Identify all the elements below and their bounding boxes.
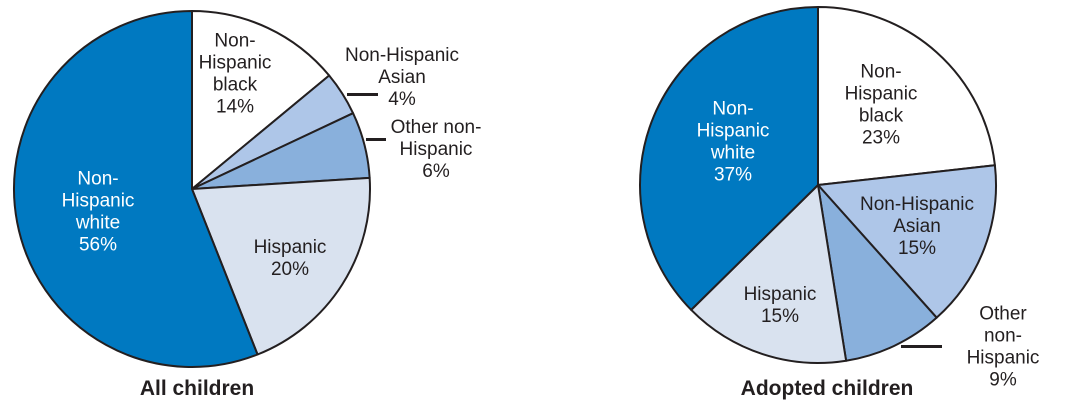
pie-slice-non-hispanic-white <box>13 10 259 368</box>
slice-label-all-hispanic: Hispanic 20% <box>253 237 327 280</box>
slice-label-adopted-nh-black: Non- Hispanic black 23% <box>844 61 918 148</box>
slice-label-all-nh-black: Non- Hispanic black 14% <box>198 30 272 117</box>
pie-slice-other-non-hispanic <box>817 184 938 362</box>
pie-slice-non-hispanic-asian <box>817 164 997 319</box>
slice-label-all-nh-white: Non- Hispanic white 56% <box>61 168 135 255</box>
leader-line-all-other-nh <box>366 138 386 141</box>
pie-chart-all-children <box>13 10 372 368</box>
slice-label-all-nh-asian: Non-Hispanic Asian 4% <box>344 45 460 110</box>
pie-slice-non-hispanic-black <box>817 6 996 186</box>
pie-chart-adopted-children <box>639 6 997 364</box>
slice-label-adopted-nh-asian: Non-Hispanic Asian 15% <box>859 194 975 259</box>
slice-label-adopted-other-nh: Other non-Hispanic 9% <box>966 303 1040 390</box>
slice-label-adopted-hispanic: Hispanic 15% <box>743 284 817 327</box>
pie-caption-all-children: All children <box>139 377 255 400</box>
slice-label-adopted-nh-white: Non- Hispanic white 37% <box>696 98 770 185</box>
pie-slice-hispanic <box>690 184 848 364</box>
leader-line-all-nh-asian <box>347 93 378 96</box>
leader-line-adopted-other-nh <box>901 345 942 348</box>
pie-slice-non-hispanic-black <box>191 10 331 190</box>
pie-slice-non-hispanic-white <box>639 6 819 311</box>
pie-slice-hispanic <box>191 176 372 356</box>
pie-caption-adopted-children: Adopted children <box>740 377 914 400</box>
slice-label-all-other-nh: Other non- Hispanic 6% <box>390 117 482 182</box>
